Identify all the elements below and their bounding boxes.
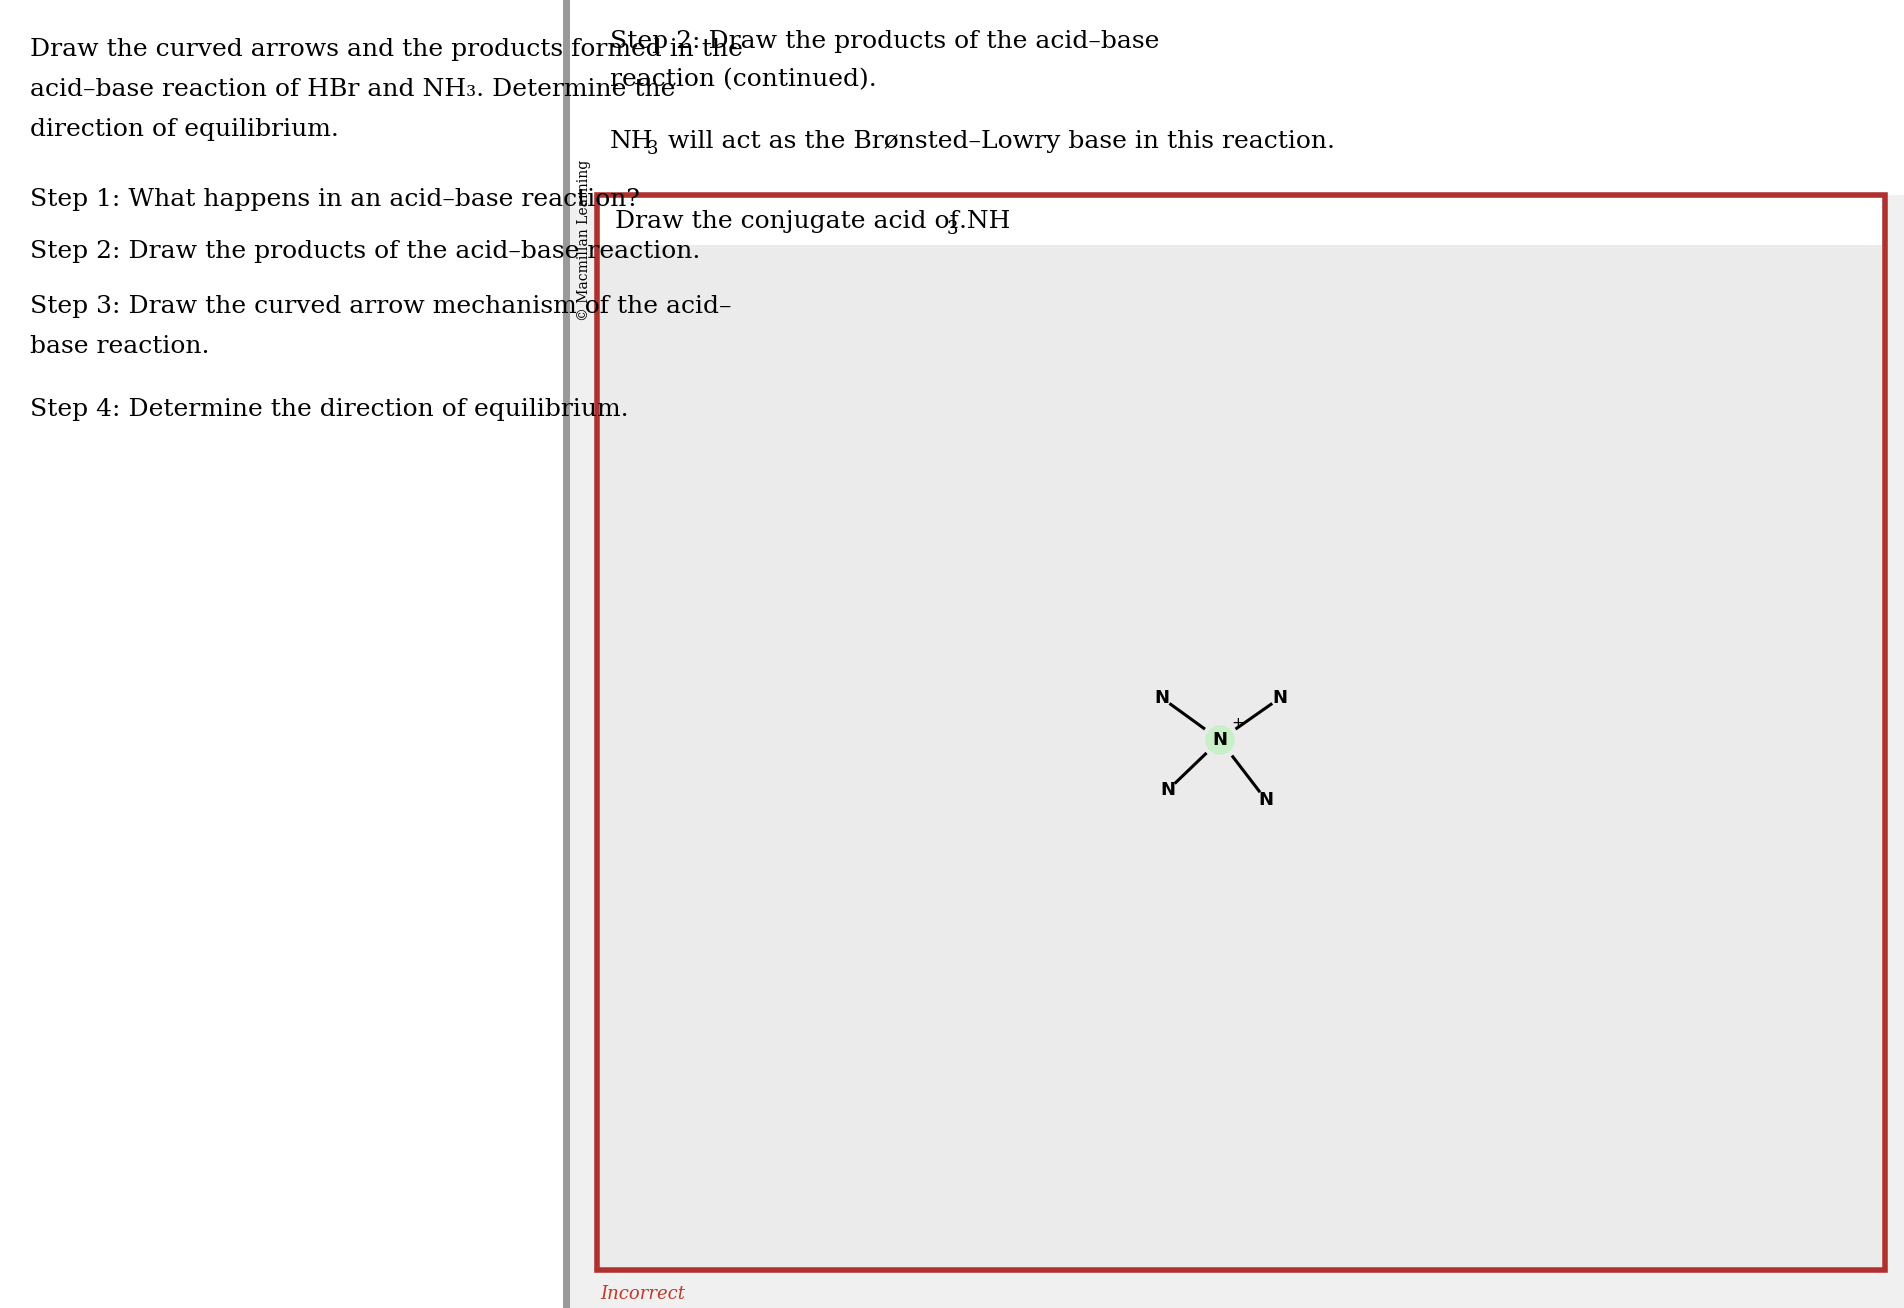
Text: direction of equilibrium.: direction of equilibrium. (30, 118, 339, 141)
Text: N: N (1213, 731, 1228, 749)
Text: 3: 3 (946, 220, 958, 238)
Text: Step 2: Draw the products of the acid–base: Step 2: Draw the products of the acid–ba… (609, 30, 1160, 54)
Text: +: + (1232, 717, 1245, 731)
Text: acid–base reaction of HBr and NH₃. Determine the: acid–base reaction of HBr and NH₃. Deter… (30, 78, 676, 101)
Text: Step 2: Draw the products of the acid–base reaction.: Step 2: Draw the products of the acid–ba… (30, 239, 701, 263)
Text: N: N (1161, 781, 1175, 799)
Bar (598, 195, 1885, 1270)
Text: N: N (1272, 689, 1287, 708)
Text: base reaction.: base reaction. (30, 335, 209, 358)
Bar (567, 0, 1904, 195)
Text: NH: NH (609, 129, 653, 153)
Text: Draw the conjugate acid of NH: Draw the conjugate acid of NH (615, 211, 1011, 233)
Text: Incorrect: Incorrect (600, 1284, 685, 1303)
Text: N: N (1259, 791, 1274, 810)
Bar (0, 0, 564, 1308)
Text: Step 3: Draw the curved arrow mechanism of the acid–: Step 3: Draw the curved arrow mechanism … (30, 296, 731, 318)
Circle shape (1205, 726, 1234, 753)
Text: © Macmillan Learning: © Macmillan Learning (577, 160, 590, 322)
Text: .: . (960, 211, 967, 233)
Text: Draw the curved arrows and the products formed in the: Draw the curved arrows and the products … (30, 38, 743, 61)
Text: will act as the Brønsted–Lowry base in this reaction.: will act as the Brønsted–Lowry base in t… (661, 129, 1335, 153)
Bar (600, 245, 1881, 1267)
Text: reaction (continued).: reaction (continued). (609, 68, 876, 92)
Text: Step 4: Determine the direction of equilibrium.: Step 4: Determine the direction of equil… (30, 398, 628, 421)
Text: N: N (1154, 689, 1169, 708)
Text: Step 1: What happens in an acid–base reaction?: Step 1: What happens in an acid–base rea… (30, 188, 640, 211)
Text: 3: 3 (647, 140, 659, 158)
